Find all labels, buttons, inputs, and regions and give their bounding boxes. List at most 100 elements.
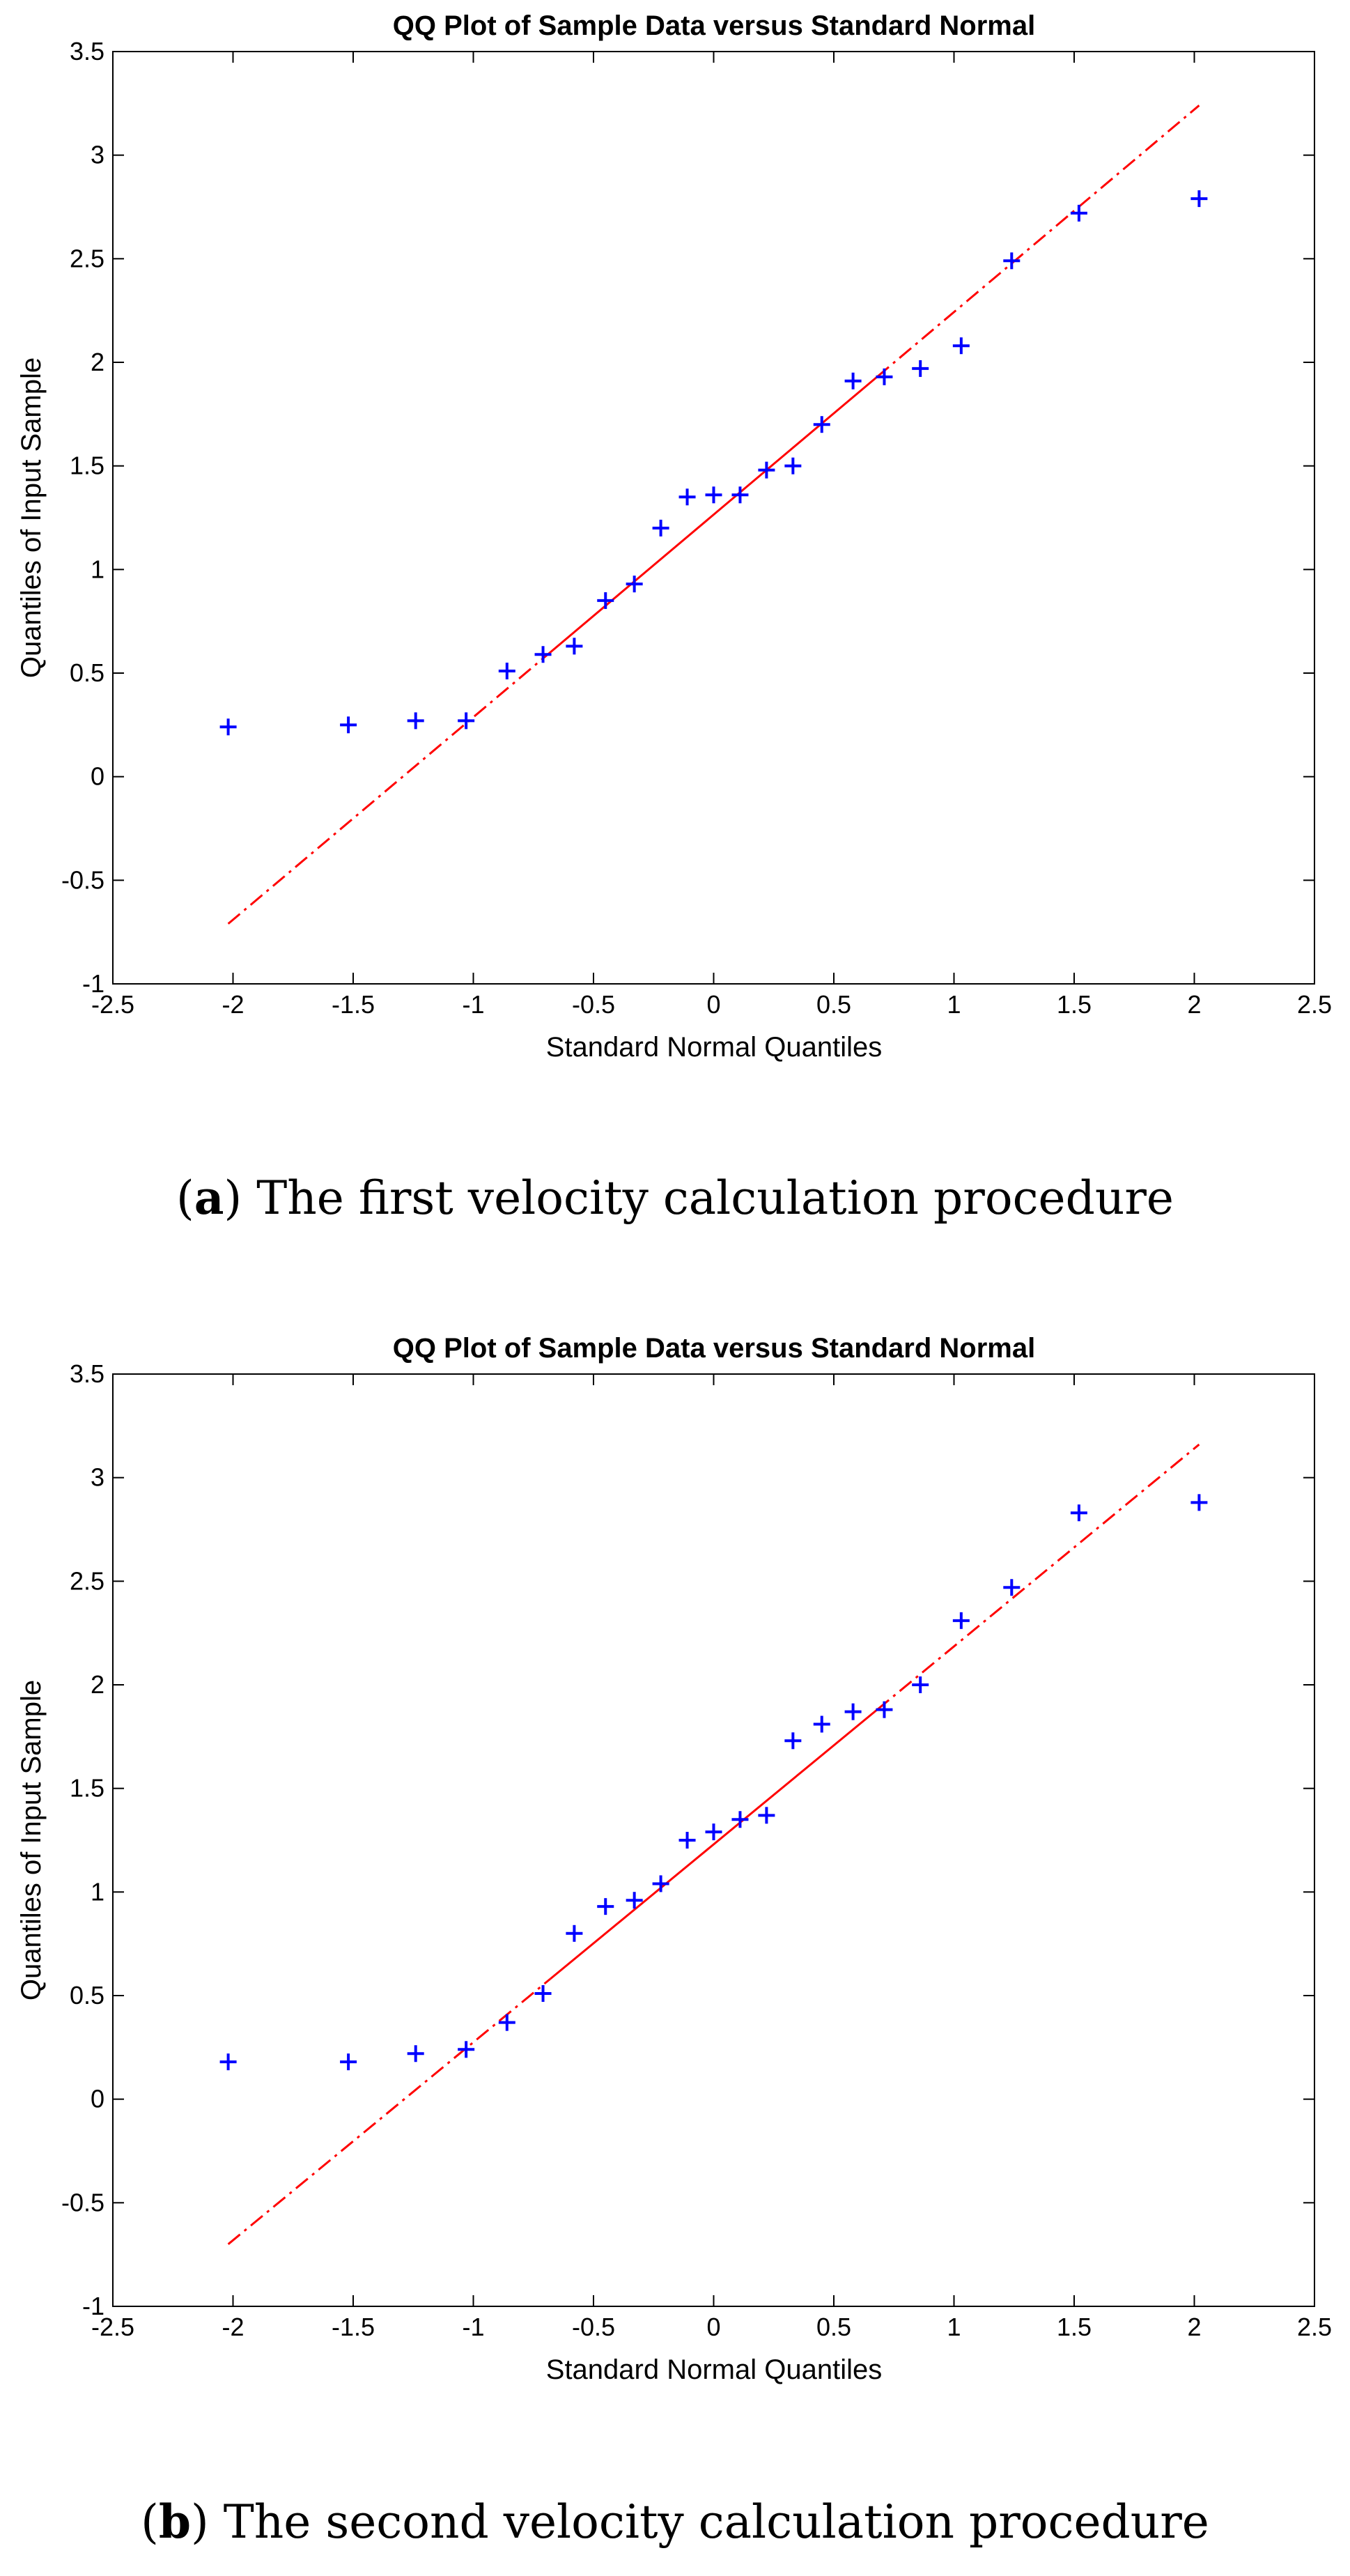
reference-line-group (227, 105, 1200, 925)
data-point (731, 1811, 749, 1828)
data-point (705, 1823, 722, 1841)
data-point (784, 1732, 802, 1750)
y-axis-ticks: -1 -0.5 0 0.5 1 1.5 2 2.5 3 3.5 (61, 1359, 1314, 2320)
y-tick-label: 2 (91, 348, 104, 376)
data-point (340, 2053, 357, 2071)
caption-label: b (158, 2494, 192, 2549)
data-point (705, 486, 722, 504)
x-tick-label: 0 (706, 990, 720, 1019)
x-tick-label: -0.5 (572, 2313, 615, 2341)
y-tick-label: -0.5 (61, 865, 104, 894)
data-point (1190, 190, 1208, 208)
data-point (876, 368, 893, 385)
data-point (534, 646, 552, 663)
data-point (1070, 204, 1087, 222)
data-point (758, 461, 775, 479)
data-point (678, 488, 696, 506)
y-tick-label: 1 (91, 555, 104, 583)
data-point (758, 1807, 775, 1824)
x-tick-label: 1.5 (1057, 990, 1092, 1019)
y-tick-label: 3 (91, 141, 104, 169)
x-tick-label: -0.5 (572, 990, 615, 1019)
y-tick-label: -1 (82, 969, 104, 998)
x-axis-label: Standard Normal Quantiles (546, 2354, 882, 2385)
x-tick-label: 2 (1187, 990, 1201, 1019)
data-point (813, 416, 830, 433)
x-axis-ticks: -2.5 -2 -1.5 -1 -0.5 0 0.5 1 1.5 2 2.5 (91, 52, 1332, 1019)
data-point (566, 1925, 583, 1942)
x-tick-label: 2 (1187, 2313, 1201, 2341)
data-point (566, 638, 583, 655)
data-point (652, 1875, 669, 1892)
y-tick-label: 1.5 (70, 452, 104, 480)
data-point (844, 372, 862, 390)
data-point (1003, 1579, 1021, 1596)
x-tick-label: 2.5 (1297, 2313, 1332, 2341)
data-point (652, 519, 669, 537)
qq-plot-a: QQ Plot of Sample Data versus Standard N… (16, 10, 1332, 1063)
data-point (1003, 252, 1021, 270)
y-tick-label: 3.5 (70, 37, 104, 65)
y-axis-label: Quantiles of Input Sample (16, 357, 47, 678)
reference-line-middle (549, 1709, 878, 1980)
data-point (1190, 1494, 1208, 1511)
x-tick-label: 1.5 (1057, 2313, 1092, 2341)
y-tick-label: 0 (91, 2085, 104, 2113)
y-tick-label: -1 (82, 2292, 104, 2320)
y-tick-label: 2.5 (70, 244, 104, 272)
x-tick-label: -2 (222, 2313, 244, 2341)
plot-frame (112, 51, 1315, 985)
y-tick-label: 1 (91, 1877, 104, 1906)
data-point (407, 2045, 424, 2062)
y-axis-ticks: -1 -0.5 0 0.5 1 1.5 2 2.5 3 3.5 (61, 37, 1314, 998)
y-tick-label: 2 (91, 1670, 104, 1699)
x-tick-label: -1 (462, 2313, 484, 2341)
reference-line-middle (549, 376, 878, 654)
data-point (407, 712, 424, 730)
y-tick-label: 3 (91, 1463, 104, 1492)
x-tick-label: -1.5 (332, 990, 375, 1019)
data-point (952, 1612, 970, 1629)
caption-text: The second velocity calculation procedur… (208, 2495, 1209, 2549)
x-tick-label: 0.5 (816, 990, 851, 1019)
x-tick-label: 0 (706, 2313, 720, 2341)
x-tick-label: 0.5 (816, 2313, 851, 2341)
data-point (876, 1701, 893, 1718)
y-tick-label: 2.5 (70, 1566, 104, 1595)
caption-text: The first velocity calculation procedure (242, 1171, 1174, 1225)
data-point (912, 360, 929, 377)
x-tick-label: -2.5 (91, 2313, 134, 2341)
data-point (498, 2014, 515, 2031)
chart-title: QQ Plot of Sample Data versus Standard N… (393, 1333, 1035, 1364)
data-point (498, 663, 515, 680)
reference-line-lower-dashdot (227, 1977, 551, 2245)
qq-plot-b: QQ Plot of Sample Data versus Standard N… (16, 1333, 1332, 2385)
data-point (678, 1832, 696, 1849)
data-point (534, 1985, 552, 2003)
caption-b: (b) The second velocity calculation proc… (141, 2494, 1209, 2549)
y-tick-label: 3.5 (70, 1359, 104, 1388)
data-point (597, 592, 614, 609)
x-tick-label: 1 (947, 990, 961, 1019)
data-point (844, 1703, 862, 1720)
x-tick-label: -1 (462, 990, 484, 1019)
caption-label: a (194, 1171, 224, 1225)
reference-line-upper-dashdot (876, 105, 1200, 378)
data-points (219, 1494, 1208, 2071)
reference-line-upper-dashdot (876, 1443, 1200, 1711)
y-tick-label: 0.5 (70, 658, 104, 687)
y-tick-label: -0.5 (61, 2188, 104, 2216)
data-point (952, 337, 970, 355)
y-tick-label: 1.5 (70, 1774, 104, 1803)
y-tick-label: 0.5 (70, 1981, 104, 2010)
caption-a: (a) The first velocity calculation proce… (176, 1171, 1174, 1225)
x-axis-label: Standard Normal Quantiles (546, 1032, 882, 1063)
reference-line-lower-dashdot (227, 651, 551, 925)
x-tick-label: 2.5 (1297, 990, 1332, 1019)
data-point (731, 486, 749, 504)
data-point (340, 716, 357, 734)
data-point (219, 2053, 237, 2071)
chart-title: QQ Plot of Sample Data versus Standard N… (393, 10, 1035, 41)
data-point (458, 712, 475, 730)
data-point (1070, 1504, 1087, 1522)
